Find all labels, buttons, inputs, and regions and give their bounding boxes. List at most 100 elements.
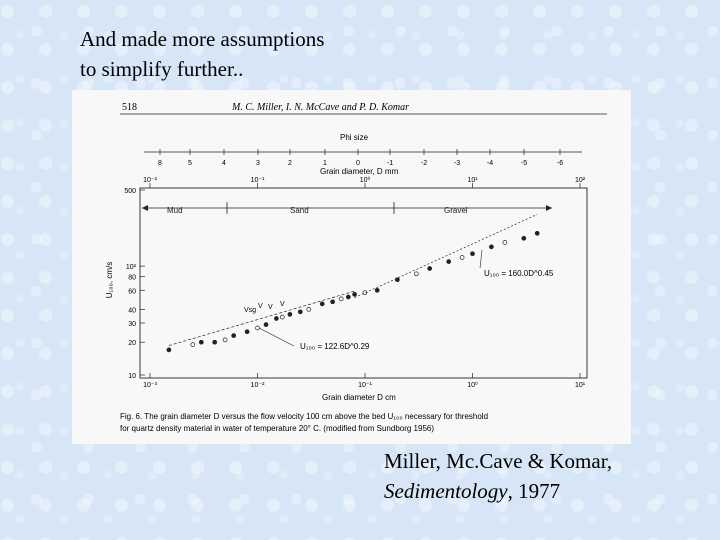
top-axis-ticks: 10⁻² 10⁻¹ 10⁰ 10¹ 10² xyxy=(143,176,586,188)
equation-coarse: U₁₀₀ = 160.0D^0.45 xyxy=(484,269,554,278)
phi-tick-label: 2 xyxy=(288,160,292,167)
caption-line-1: Fig. 6. The grain diameter D versus the … xyxy=(120,412,488,421)
paper-figure: 518 M. C. Miller, I. N. McCave and P. D.… xyxy=(72,90,631,444)
phi-tick-label: 1 xyxy=(323,160,327,167)
top-axis-title: Grain diameter, D mm xyxy=(320,167,399,176)
y-tick-label: 60 xyxy=(128,288,136,295)
data-point xyxy=(319,301,325,307)
phi-tick-label: 3 xyxy=(256,160,260,167)
slide-title: And made more assumptions to simplify fu… xyxy=(80,24,400,84)
data-point xyxy=(222,337,228,343)
data-point xyxy=(395,277,400,283)
top-tick-label: 10⁻¹ xyxy=(251,177,265,184)
x-tick-label: 10⁻³ xyxy=(143,382,157,389)
x-tick-label: 10⁻¹ xyxy=(358,382,372,389)
phi-tick-label: -3 xyxy=(454,160,460,167)
data-point xyxy=(427,266,433,271)
data-point xyxy=(362,290,368,296)
data-point xyxy=(521,235,527,241)
data-point xyxy=(338,296,344,302)
data-point xyxy=(279,314,285,320)
data-points xyxy=(166,230,540,353)
data-point xyxy=(166,347,172,353)
y-tick-label: 40 xyxy=(128,307,136,314)
equation-fine: U₁₀₀ = 122.6D^0.29 xyxy=(300,342,370,351)
slide-title-line-1: And made more assumptions xyxy=(80,27,325,51)
fit-lines xyxy=(168,214,538,346)
phi-tick-label: -5 xyxy=(521,160,527,167)
fit-line xyxy=(168,290,355,346)
size-class-arrow-left xyxy=(142,205,148,211)
data-point xyxy=(190,342,196,347)
phi-tick-label: -4 xyxy=(487,160,493,167)
phi-axis-title: Phi size xyxy=(340,133,369,142)
point-label-3: V xyxy=(268,304,273,311)
top-tick-label: 10⁰ xyxy=(360,176,371,184)
class-label-mud: Mud xyxy=(167,206,183,215)
citation-year: , 1977 xyxy=(507,479,561,503)
citation-journal: Sedimentology xyxy=(384,479,508,503)
citation: Miller, Mc.Cave & Komar, Sedimentology, … xyxy=(384,446,704,506)
y-tick-label: 10² xyxy=(126,264,137,271)
phi-tick-label: 0 xyxy=(356,160,360,167)
y-tick-label: 20 xyxy=(128,340,136,347)
slide-title-line-2: to simplify further.. xyxy=(80,57,244,81)
caption-line-2: for quartz density material in water of … xyxy=(120,424,434,433)
data-point xyxy=(306,307,312,312)
data-point xyxy=(345,294,351,300)
class-label-sand: Sand xyxy=(290,206,309,215)
data-point xyxy=(255,325,260,331)
y-tick-label: 500 xyxy=(124,188,136,195)
page-number: 518 xyxy=(122,102,137,113)
data-point xyxy=(470,251,475,257)
x-tick-label: 10¹ xyxy=(575,382,586,389)
phi-tick-label: 8 xyxy=(158,160,162,167)
data-point xyxy=(330,299,335,305)
y-tick-label: 30 xyxy=(128,321,136,328)
plot-frame xyxy=(139,187,588,379)
fit-line xyxy=(354,214,538,298)
y-tick-label: 10 xyxy=(128,373,136,380)
point-label-2: V xyxy=(258,303,263,310)
size-class-arrow-right xyxy=(546,205,552,211)
phi-tick-label: -2 xyxy=(421,160,427,167)
point-label-1: Vsg xyxy=(244,307,256,314)
data-point xyxy=(413,271,419,277)
data-point xyxy=(489,244,494,250)
bottom-axis-title: Grain diameter D cm xyxy=(322,393,396,402)
data-point xyxy=(534,230,540,236)
data-point xyxy=(244,329,250,335)
top-tick-label: 10⁻² xyxy=(143,177,157,184)
bottom-axis-ticks: 10⁻³ 10⁻² 10⁻¹ 10⁰ 10¹ xyxy=(143,373,586,389)
phi-tick-label: 5 xyxy=(188,160,192,167)
phi-tick-label: -6 xyxy=(557,160,563,167)
figure-chart: 518 M. C. Miller, I. N. McCave and P. D.… xyxy=(105,102,607,433)
top-tick-label: 10¹ xyxy=(467,177,478,184)
data-point xyxy=(231,333,237,338)
point-label-4: V xyxy=(280,301,285,308)
phi-axis-ticks: 8 5 4 3 2 1 0 -1 -2 -3 -4 -5 -6 xyxy=(158,149,563,167)
y-tick-label: 80 xyxy=(128,275,136,282)
top-tick-label: 10² xyxy=(575,177,586,184)
data-point xyxy=(374,287,380,293)
x-tick-label: 10⁰ xyxy=(467,381,478,389)
data-point xyxy=(263,322,269,327)
phi-tick-label: -1 xyxy=(387,160,393,167)
phi-tick-label: 4 xyxy=(222,160,226,167)
data-point xyxy=(274,316,279,321)
data-point xyxy=(459,255,465,260)
x-tick-label: 10⁻² xyxy=(251,382,265,389)
running-head: M. C. Miller, I. N. McCave and P. D. Kom… xyxy=(231,102,409,113)
eq-coarse-leader xyxy=(479,249,483,269)
y-axis-ticks: 500 10² 80 60 40 30 20 10 xyxy=(124,188,145,380)
data-point xyxy=(212,339,218,345)
class-label-gravel: Gravel xyxy=(444,206,468,215)
data-point xyxy=(287,312,293,317)
eq-fine-leader xyxy=(258,327,295,347)
data-point xyxy=(198,339,204,345)
y-axis-label: U₁₀₀, cm/s xyxy=(105,262,114,298)
data-point xyxy=(502,240,508,245)
data-point xyxy=(352,292,357,297)
citation-line-2: Sedimentology, 1977 xyxy=(384,476,704,506)
data-point xyxy=(297,309,303,315)
